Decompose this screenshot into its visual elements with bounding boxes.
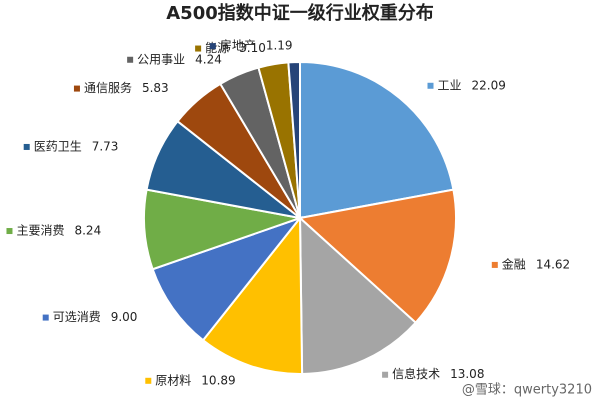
data-label-name: 通信服务 [84,80,132,95]
legend-marker [42,314,49,321]
legend-marker [73,85,80,92]
data-label-value: 4.24 [195,52,222,66]
data-label-name: 金融 [502,256,526,271]
pie-slice [201,215,304,375]
legend-marker [209,43,216,50]
legend-marker [382,371,389,378]
legend-marker [491,261,498,268]
data-label-name: 房地产 [220,38,256,53]
legend-marker [6,228,13,235]
pie-slice [287,60,301,219]
data-label-value: 8.24 [74,224,101,238]
legend-marker [195,45,202,52]
legend-marker [427,82,434,89]
data-label-name: 信息技术 [392,366,440,381]
legend-marker [127,56,134,63]
data-label-value: 3.10 [239,41,266,55]
pie-slice [299,60,455,220]
legend-marker [145,377,152,384]
pie-slice [297,188,457,325]
data-label-name: 原材料 [155,373,191,387]
data-label-name: 主要消费 [16,224,64,238]
data-label-value: 5.83 [142,81,169,95]
legend-marker [23,143,30,150]
data-label-name: 可选消费 [53,310,101,324]
data-label-value: 10.89 [201,373,235,387]
data-label-name: 医药卫生 [34,139,82,153]
pie-slice [151,215,303,342]
data-label-value: 13.08 [450,367,484,381]
chart-title: A500指数中证一级行业权重分布 [166,2,434,24]
pie-slice [298,215,418,375]
data-label-value: 9.00 [111,310,138,324]
data-label-value: 7.73 [92,139,119,153]
data-label-name: 公用事业 [137,52,185,66]
data-label-value: 1.19 [266,39,293,53]
watermark: @雪球：qwerty3210 [462,383,592,398]
data-label-name: 工业 [438,78,462,92]
data-label-value: 22.09 [472,78,506,92]
data-label-value: 14.62 [536,257,570,271]
